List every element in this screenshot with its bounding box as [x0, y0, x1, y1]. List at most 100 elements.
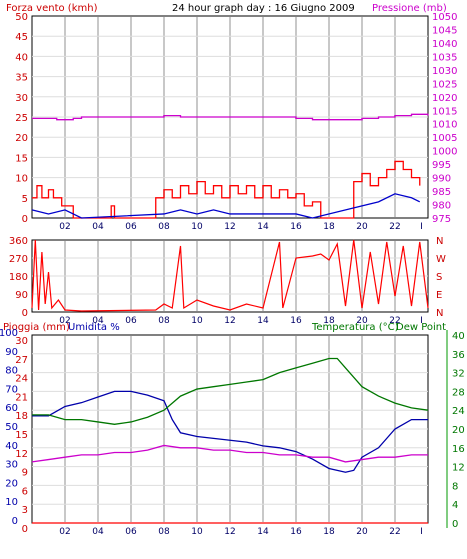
direction-axis-tick: 90	[15, 290, 28, 301]
wind-axis-tick: 40	[15, 52, 28, 63]
x-tick-label: 10	[191, 527, 203, 537]
pressure-axis-tick: 1010	[432, 120, 457, 131]
x-tick-label: 12	[224, 222, 235, 232]
pressure-axis-tick: 975	[432, 214, 451, 225]
temperature-axis-tick: 28	[452, 387, 465, 398]
wind-average-line	[31, 193, 421, 219]
x-tick-label: 04	[92, 316, 104, 326]
x-tick-label: 16	[290, 527, 302, 537]
rain-axis-tick: 30	[15, 336, 28, 347]
pressure-axis-tick: 1000	[432, 147, 457, 158]
x-tick-label: 18	[323, 222, 335, 232]
temperature-axis-tick: 20	[452, 425, 465, 436]
legend-dewpoint: Dew Point	[396, 322, 446, 333]
pressure-axis-tick: 1030	[432, 66, 457, 77]
wind-direction-line	[31, 239, 429, 312]
wind-axis-tick: 15	[15, 153, 28, 164]
pressure-axis-tick: 1040	[432, 39, 457, 50]
temperature-axis-tick: 40	[452, 331, 465, 342]
x-tick-label: 12	[224, 527, 235, 537]
x-tick-label: 02	[59, 527, 70, 537]
rain-axis-tick: 15	[15, 430, 28, 441]
x-tick-label: 20	[356, 527, 368, 537]
pressure-axis-tick: 1035	[432, 52, 457, 63]
direction-axis-tick: 0	[22, 308, 28, 319]
rain-axis-tick: 24	[15, 374, 28, 385]
pressure-axis-tick: 995	[432, 160, 451, 171]
x-tick-label: 08	[158, 527, 170, 537]
compass-axis-tick: N	[436, 236, 443, 247]
compass-axis-tick: N	[436, 308, 443, 319]
x-tick-label: 08	[158, 316, 170, 326]
pressure-axis-tick: 990	[432, 174, 451, 185]
wind-axis-tick: 10	[15, 174, 28, 185]
x-tick-label: 04	[92, 527, 104, 537]
rain-axis-tick: 18	[15, 411, 28, 422]
x-tick-label: I	[420, 527, 423, 537]
x-tick-label: 10	[191, 222, 203, 232]
x-tick-label: 16	[290, 316, 302, 326]
pressure-axis-tick: 1020	[432, 93, 457, 104]
wind-axis-label: Forza vento (kmh)	[6, 3, 98, 14]
x-tick-label: 10	[191, 316, 203, 326]
legend-humidity: Umidita %	[68, 322, 120, 333]
temperature-line	[32, 357, 429, 425]
wind-axis-tick: 20	[15, 133, 28, 144]
x-tick-label: 08	[158, 222, 170, 232]
temperature-axis-tick: 36	[452, 350, 465, 361]
rain-axis-tick: 3	[22, 505, 28, 516]
humidity-axis-tick: 20	[5, 478, 18, 489]
pressure-axis-tick: 980	[432, 201, 451, 212]
temperature-axis-tick: 12	[452, 463, 465, 474]
compass-axis-tick: S	[436, 272, 442, 283]
temperature-axis-tick: 8	[452, 481, 458, 492]
humidity-axis-tick: 90	[5, 347, 18, 358]
x-tick-label: 18	[323, 527, 335, 537]
chart-title: 24 hour graph day : 16 Giugno 2009	[172, 3, 355, 14]
temperature-axis-tick: 24	[452, 406, 465, 417]
rain-axis-tick: 6	[22, 486, 28, 497]
humidity-axis-tick: 80	[5, 366, 18, 377]
wind-axis-tick: 5	[22, 194, 28, 205]
temperature-axis-tick: 4	[452, 500, 458, 511]
wind-axis-tick: 30	[15, 93, 28, 104]
chart-marks: 02 04 06 08 10 12 14 16 18 20 22 I02 04 06 08 10 12 14 16 1…	[0, 12, 465, 537]
humidity-axis-tick: 10	[5, 497, 18, 508]
humidity-line	[32, 390, 428, 473]
x-tick-label: I	[420, 222, 423, 232]
legend-temperature: Temperatura (°C)	[311, 322, 399, 333]
pressure-axis-tick: 1045	[432, 25, 457, 36]
x-tick-label: 14	[257, 222, 269, 232]
humidity-axis-tick: 40	[5, 441, 18, 452]
pressure-axis-tick: 1015	[432, 106, 457, 117]
wind-axis-tick: 25	[15, 113, 28, 124]
humidity-axis-tick: 30	[5, 460, 18, 471]
wind-gust-line	[32, 160, 421, 219]
rain-axis-tick: 27	[15, 355, 28, 366]
wind-axis-tick: 0	[22, 214, 28, 225]
pressure-axis-tick: 1005	[432, 133, 457, 144]
x-tick-label: 20	[356, 316, 368, 326]
x-tick-label: 22	[389, 527, 400, 537]
wind-axis-tick: 35	[15, 73, 28, 84]
x-tick-label: 06	[125, 316, 137, 326]
x-tick-label: 06	[125, 527, 137, 537]
humidity-axis-tick: 70	[5, 384, 18, 395]
x-tick-label: 22	[389, 316, 400, 326]
x-tick-label: 06	[125, 222, 137, 232]
legend-rain: Pioggia (mm)	[3, 322, 70, 333]
x-tick-label: I	[420, 316, 423, 326]
humidity-axis-tick: 100	[0, 328, 18, 339]
rain-axis-tick: 21	[15, 392, 28, 403]
direction-axis-tick: 270	[9, 254, 28, 265]
rain-axis-tick: 12	[15, 449, 28, 460]
rain-axis-tick: 9	[22, 468, 28, 479]
rain-axis-tick: 0	[22, 524, 28, 535]
x-tick-label: 22	[389, 222, 400, 232]
x-tick-label: 02	[59, 316, 70, 326]
wind-axis-tick: 50	[15, 12, 28, 23]
humidity-axis-tick: 60	[5, 403, 18, 414]
humidity-axis-tick: 50	[5, 422, 18, 433]
